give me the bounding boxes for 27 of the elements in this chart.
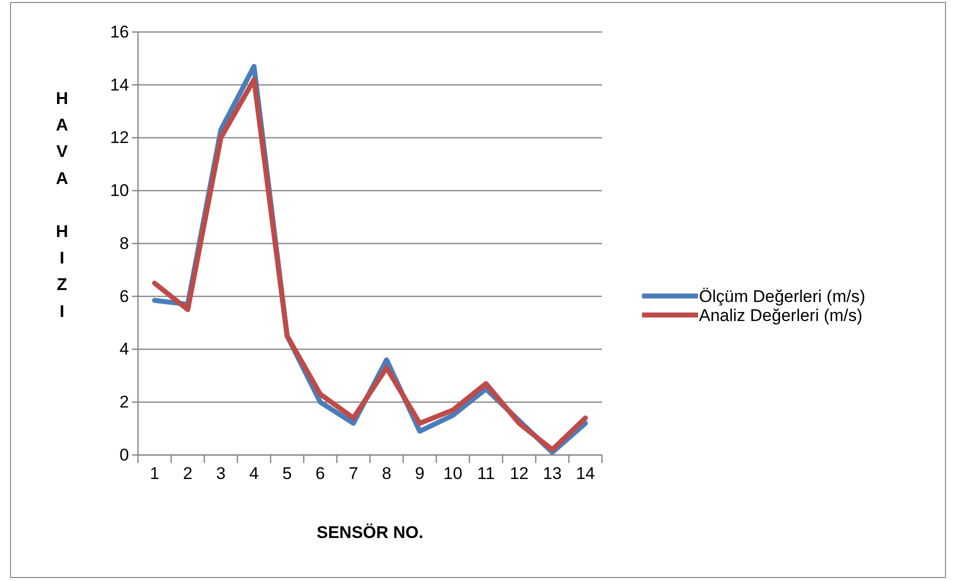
y-tick-label: 14	[110, 75, 129, 94]
y-tick-label: 12	[110, 128, 129, 148]
legend-label: Ölçüm Değerleri (m/s)	[699, 287, 866, 306]
x-tick-label: 2	[182, 464, 192, 484]
x-tick-label: 5	[282, 464, 292, 484]
x-axis-title: SENSÖR NO.	[316, 523, 424, 542]
x-tick-label: 1	[150, 464, 160, 484]
text: HAVA HIZI	[56, 89, 68, 321]
x-tick-label: 9	[414, 464, 424, 484]
x-tick-label: 14	[576, 464, 595, 484]
y-tick-label: 16	[110, 22, 129, 42]
y-tick-label: 6	[120, 286, 129, 306]
y-tick-label: 2	[120, 392, 129, 412]
x-tick-label: 6	[316, 464, 326, 484]
x-tick-label: 12	[510, 464, 529, 484]
x-tick-label: 13	[542, 464, 562, 484]
x-tick-label: 4	[249, 464, 259, 484]
x-tick-label: 7	[348, 464, 358, 484]
y-tick-label: 0	[120, 445, 129, 464]
x-tick-label: 10	[443, 464, 462, 484]
x-tick-label: 3	[216, 464, 226, 484]
x-tick-label: 11	[477, 464, 495, 484]
y-tick-label: 8	[120, 234, 129, 253]
y-tick-label: 4	[120, 340, 129, 359]
legend-label: Analiz Değerleri (m/s)	[699, 306, 862, 325]
y-tick-label: 10	[110, 181, 129, 200]
x-tick-label: 8	[382, 464, 392, 484]
